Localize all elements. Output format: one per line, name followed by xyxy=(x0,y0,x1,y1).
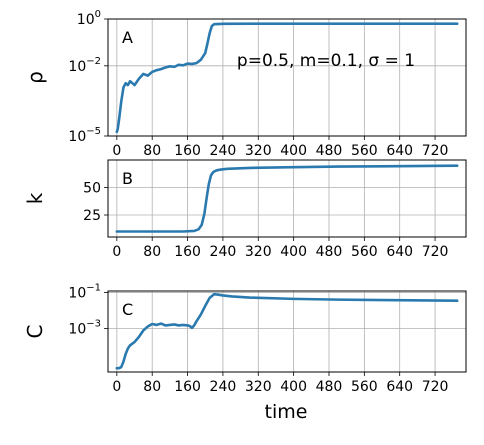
x-tick-label: 320 xyxy=(245,379,272,395)
parameter-annotation: p=0.5, m=0.1, σ = 1 xyxy=(237,51,415,71)
y-tick-exponent: −2 xyxy=(86,56,101,67)
x-tick-label: 0 xyxy=(112,244,121,260)
series-line xyxy=(115,292,459,370)
y-tick-label: 100 xyxy=(77,9,101,28)
y-tick-base: 10 xyxy=(68,285,86,301)
x-tick-label: 240 xyxy=(210,244,237,260)
x-tick-label: 560 xyxy=(351,244,378,260)
panel-label: B xyxy=(122,169,133,188)
y-tick-exponent: −3 xyxy=(86,319,101,330)
x-tick-label: 640 xyxy=(386,379,413,395)
panel-b: 0 80 160 240 320 400 480 560 640 720 25 50 k B xyxy=(23,159,467,260)
x-tick-label: 640 xyxy=(386,143,413,159)
x-tick-label: 240 xyxy=(210,379,237,395)
y-axis-label: ρ xyxy=(23,71,47,84)
x-tick-label: 720 xyxy=(422,143,449,159)
x-tick-label: 160 xyxy=(174,244,201,260)
x-tick-label: 0 xyxy=(112,379,121,395)
x-tick-label: 320 xyxy=(245,143,272,159)
y-tick-base: 10 xyxy=(77,12,95,28)
x-tick-label: 240 xyxy=(210,143,237,159)
x-tick-label: 320 xyxy=(245,244,272,260)
series-line xyxy=(115,164,459,233)
x-tick-label: 560 xyxy=(351,379,378,395)
y-tick-label: 10−3 xyxy=(68,319,101,338)
y-tick-label: 10−1 xyxy=(68,282,101,301)
y-tick-label: 10−5 xyxy=(68,126,101,145)
series-line xyxy=(115,22,459,134)
axes-frame xyxy=(107,18,467,137)
y-tick-exponent: 0 xyxy=(95,9,101,20)
x-tick-label: 480 xyxy=(316,143,343,159)
panel-label: A xyxy=(122,28,133,47)
y-tick-base: 10 xyxy=(68,59,86,75)
x-tick-label: 160 xyxy=(174,143,201,159)
x-tick-label: 0 xyxy=(112,143,121,159)
x-tick-label: 720 xyxy=(422,244,449,260)
y-tick-base: 10 xyxy=(68,129,86,145)
x-tick-label: 400 xyxy=(280,244,307,260)
y-axis-label: C xyxy=(23,325,47,339)
x-tick-label: 80 xyxy=(143,143,161,159)
y-tick-label: 50 xyxy=(83,181,101,197)
axes-frame xyxy=(107,159,467,238)
x-tick-label: 400 xyxy=(280,379,307,395)
x-tick-label: 480 xyxy=(316,379,343,395)
x-tick-label: 80 xyxy=(143,379,161,395)
y-tick-base: 10 xyxy=(68,322,86,338)
panel-label: C xyxy=(122,300,133,319)
y-tick-exponent: −5 xyxy=(86,126,101,137)
panel-a: 0 80 160 240 320 400 480 560 640 72010−510−2100ρA… xyxy=(23,9,467,159)
y-tick-exponent: −1 xyxy=(86,282,101,293)
x-tick-label: 480 xyxy=(316,244,343,260)
y-tick-label: 25 xyxy=(83,208,101,224)
x-tick-label: 640 xyxy=(386,244,413,260)
axes-frame xyxy=(107,290,467,373)
x-tick-label: 720 xyxy=(422,379,449,395)
y-tick-label: 10−2 xyxy=(68,56,101,75)
x-tick-label: 160 xyxy=(174,379,201,395)
x-tick-label: 560 xyxy=(351,143,378,159)
x-tick-label: 400 xyxy=(280,143,307,159)
y-axis-label: k xyxy=(23,192,47,204)
x-axis-label: time xyxy=(265,401,308,423)
x-tick-label: 80 xyxy=(143,244,161,260)
